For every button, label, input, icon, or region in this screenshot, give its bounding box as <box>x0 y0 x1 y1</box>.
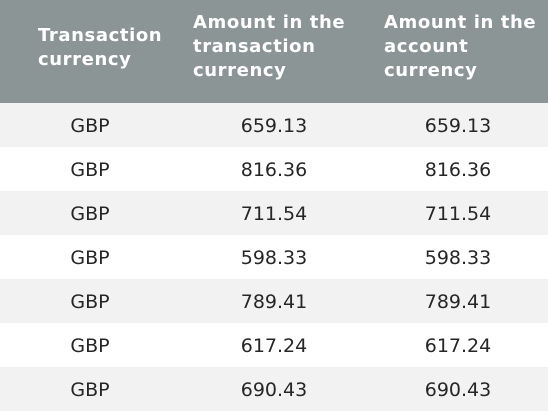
table-row: GBP 690.43 690.43 <box>0 367 548 411</box>
table-row: GBP 816.36 816.36 <box>0 147 548 191</box>
cell-amount-account: 789.41 <box>424 291 492 313</box>
cell-amount-account: 816.36 <box>424 159 492 181</box>
cell-amount-account: 690.43 <box>424 379 492 401</box>
cell-amount-transaction: 711.54 <box>240 203 308 225</box>
cell-amount-transaction: 617.24 <box>240 335 308 357</box>
table-body: GBP 659.13 659.13 GBP 816.36 816.36 GBP … <box>0 103 548 411</box>
cell-currency: GBP <box>70 379 110 401</box>
header-transaction-currency: Transaction currency <box>38 25 163 70</box>
table-row: GBP 711.54 711.54 <box>0 191 548 235</box>
cell-amount-transaction: 598.33 <box>240 247 308 269</box>
table-header: Transaction currency Amount in the trans… <box>0 0 548 103</box>
cell-amount-transaction: 789.41 <box>240 291 308 313</box>
cell-currency: GBP <box>70 247 110 269</box>
cell-currency: GBP <box>70 335 110 357</box>
table-row: GBP 598.33 598.33 <box>0 235 548 279</box>
cell-currency: GBP <box>70 115 110 137</box>
table-row: GBP 789.41 789.41 <box>0 279 548 323</box>
table-row: GBP 617.24 617.24 <box>0 323 548 367</box>
cell-amount-transaction: 659.13 <box>240 115 308 137</box>
cell-currency: GBP <box>70 159 110 181</box>
header-row: Transaction currency Amount in the trans… <box>0 0 548 103</box>
cell-currency: GBP <box>70 291 110 313</box>
cell-amount-account: 617.24 <box>424 335 492 357</box>
cell-amount-account: 711.54 <box>424 203 492 225</box>
cell-amount-account: 598.33 <box>424 247 492 269</box>
cell-currency: GBP <box>70 203 110 225</box>
header-amount-account-currency: Amount in the account currency <box>384 12 537 81</box>
cell-amount-transaction: 690.43 <box>240 379 308 401</box>
cell-amount-account: 659.13 <box>424 115 492 137</box>
cell-amount-transaction: 816.36 <box>240 159 308 181</box>
table-row: GBP 659.13 659.13 <box>0 103 548 147</box>
header-amount-transaction-currency: Amount in the transaction currency <box>193 12 346 81</box>
